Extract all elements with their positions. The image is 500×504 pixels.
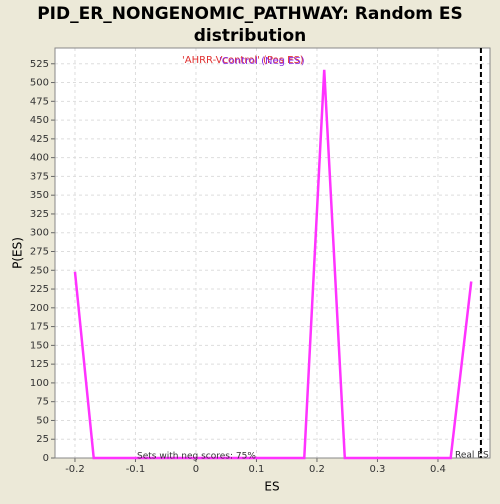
y-tick-label: 150 xyxy=(30,340,49,351)
y-tick-label: 350 xyxy=(30,190,49,201)
y-tick-label: 0 xyxy=(43,453,49,464)
annotation: Sets with neg scores: 75% xyxy=(137,452,256,462)
y-tick-label: 100 xyxy=(30,378,49,389)
y-tick-label: 275 xyxy=(30,246,49,257)
x-tick-label: 0.1 xyxy=(249,464,265,475)
y-tick-label: 375 xyxy=(30,171,49,182)
y-tick-label: 225 xyxy=(30,284,49,295)
line-series xyxy=(73,69,473,460)
chart-title: distribution xyxy=(194,26,306,46)
y-tick-label: 200 xyxy=(30,303,49,314)
chart-title: PID_ER_NONGENOMIC_PATHWAY: Random ES xyxy=(37,4,463,24)
legend-entry: 'Control (Neg ES) xyxy=(219,56,305,67)
y-tick-label: 175 xyxy=(30,322,49,333)
y-tick-label: 125 xyxy=(30,359,49,370)
x-tick-label: 0.3 xyxy=(370,464,386,475)
annotation: Real ES xyxy=(455,451,489,461)
y-tick-label: 325 xyxy=(30,209,49,220)
y-tick-label: 475 xyxy=(30,96,49,107)
x-tick-label: 0 xyxy=(193,464,199,475)
y-tick-label: 75 xyxy=(36,397,49,408)
x-tick-label: 0.4 xyxy=(430,464,446,475)
y-tick-label: 25 xyxy=(36,434,49,445)
x-tick-label: 0.2 xyxy=(309,464,325,475)
y-tick-label: 400 xyxy=(30,153,49,164)
y-tick-label: 50 xyxy=(36,415,49,426)
y-axis-label: P(ES) xyxy=(11,237,25,269)
y-tick-label: 300 xyxy=(30,228,49,239)
x-tick-label: -0.1 xyxy=(126,464,146,475)
x-axis-label: ES xyxy=(264,480,279,494)
legend-entry: 'AHRR-Vcontrol' (Pos ES) xyxy=(182,55,304,66)
plot-area xyxy=(55,48,490,458)
y-tick-label: 425 xyxy=(30,134,49,145)
y-tick-label: 500 xyxy=(30,78,49,89)
y-tick-label: 250 xyxy=(30,265,49,276)
x-tick-label: -0.2 xyxy=(65,464,85,475)
y-tick-label: 525 xyxy=(30,59,49,70)
y-tick-label: 450 xyxy=(30,115,49,126)
